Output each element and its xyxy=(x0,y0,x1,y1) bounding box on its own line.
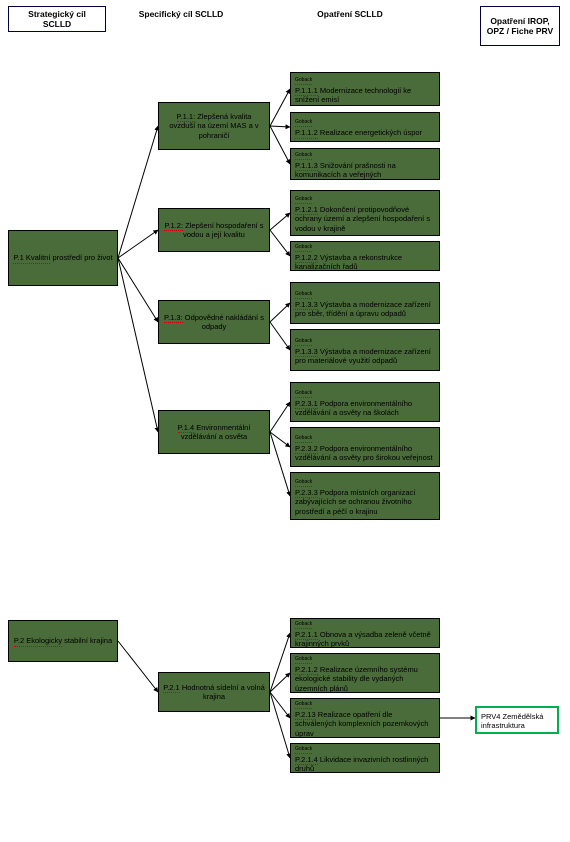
goback-label: Goback xyxy=(295,338,312,346)
prv-node-prv4: PRV4 Zemědělská infrastruktura xyxy=(475,706,559,734)
node-code: P.1.2: xyxy=(164,221,183,232)
measure-node-m211: GobackP.2.1.1 Obnova a výsadba zeleně vč… xyxy=(290,618,440,648)
measure-node-m121: GobackP.1.2.1 Dokončení protipovodňové o… xyxy=(290,190,440,236)
edge xyxy=(118,258,158,322)
goback-label: Goback xyxy=(295,244,312,252)
goback-label: Goback xyxy=(295,621,312,629)
edge xyxy=(270,432,290,496)
edge xyxy=(270,692,290,718)
measure-node-m233: GobackP.2.3.3 Podpora místních organizac… xyxy=(290,472,440,520)
node-code: P.1 Kvalitní xyxy=(13,253,50,264)
edge xyxy=(270,402,290,432)
edge xyxy=(270,692,290,758)
measure-node-m212: GobackP.2.1.2 Realizace územního systému… xyxy=(290,653,440,693)
header-h3: Opatření SCLLD xyxy=(300,6,400,21)
node-code: P.1.3: xyxy=(164,313,183,324)
edge xyxy=(270,213,290,230)
edge xyxy=(118,258,158,432)
edge xyxy=(270,126,290,164)
measure-node-m113: GobackP.1.1.3 Snižování prašnosti na kom… xyxy=(290,148,440,180)
goback-label: Goback xyxy=(295,196,312,204)
edge xyxy=(270,633,290,692)
header-h1: Strategický cíl SCLLD xyxy=(8,6,106,32)
header-h4: Opatření IROP, OPZ / Fiche PRV xyxy=(480,6,560,46)
node-text: Realizace opatření dle schválených kompl… xyxy=(295,710,428,738)
specific-node-sp11: P.1.1: Zlepšená kvalita ovzduší na území… xyxy=(158,102,270,150)
measure-node-m214: GobackP.2.1.4 Likvidace invazivních rost… xyxy=(290,743,440,773)
node-code: P.2 Ekologicky xyxy=(14,636,62,647)
header-h2: Specifický cíl SCLLD xyxy=(130,6,232,21)
node-text: Realizace energetických úspor xyxy=(318,128,422,137)
measure-node-m232: GobackP.2.3.2 Podpora environmentálního … xyxy=(290,427,440,467)
measure-node-m111: GobackP.1.1.1 Modernizace technologií ke… xyxy=(290,72,440,106)
goback-label: Goback xyxy=(295,291,312,299)
goback-label: Goback xyxy=(295,701,312,709)
edge xyxy=(270,432,290,447)
node-text: Hodnotná sídelní a volná krajina xyxy=(180,683,265,701)
specific-node-sp14: P.1.4 Environmentální vzdělávání a osvět… xyxy=(158,410,270,454)
goback-label: Goback xyxy=(295,479,312,487)
node-code: P.2.1 xyxy=(163,683,180,694)
strategic-node-s1: P.1 Kvalitní prostředí pro život xyxy=(8,230,118,286)
measure-node-m231: GobackP.2.3.1 Podpora environmentálního … xyxy=(290,382,440,422)
goback-label: Goback xyxy=(295,435,312,443)
node-code: P.1.1.2 xyxy=(295,128,318,139)
edge xyxy=(270,303,290,322)
goback-label: Goback xyxy=(295,119,312,127)
measure-node-m112: GobackP.1.1.2 Realizace energetických ús… xyxy=(290,112,440,142)
goback-label: Goback xyxy=(295,152,312,160)
specific-node-sp21: P.2.1 Hodnotná sídelní a volná krajina xyxy=(158,672,270,712)
specific-node-sp12: P.1.2: Zlepšení hospodaření s vodou a je… xyxy=(158,208,270,252)
edge xyxy=(270,673,290,692)
edge xyxy=(118,230,158,258)
edge xyxy=(270,89,290,126)
node-text: prostředí pro život xyxy=(50,253,112,262)
specific-node-sp13: P.1.3: Odpovědné nakládání s odpady xyxy=(158,300,270,344)
node-text: Odpovědné nakládání s odpady xyxy=(183,313,264,331)
goback-label: Goback xyxy=(295,77,312,85)
goback-label: Goback xyxy=(295,656,312,664)
edge xyxy=(118,641,158,692)
measure-node-m133a: GobackP.1.3.3 Výstavba a modernizace zař… xyxy=(290,282,440,324)
strategic-node-s2: P.2 Ekologicky stabilní krajina xyxy=(8,620,118,662)
node-text: Zlepšení hospodaření s vodou a její kval… xyxy=(183,221,263,239)
node-text: stabilní krajina xyxy=(62,636,112,645)
measure-node-m133b: GobackP.1.3.3 Výstavba a modernizace zař… xyxy=(290,329,440,371)
measure-node-m122: GobackP.1.2.2 Výstavba a rekonstrukce ka… xyxy=(290,241,440,271)
goback-label: Goback xyxy=(295,746,312,754)
edge xyxy=(270,322,290,350)
edge xyxy=(270,230,290,256)
goback-label: Goback xyxy=(295,390,312,398)
edge xyxy=(118,126,158,258)
measure-node-m213: GobackP.2.13 Realizace opatření dle schv… xyxy=(290,698,440,738)
edge xyxy=(270,126,290,127)
